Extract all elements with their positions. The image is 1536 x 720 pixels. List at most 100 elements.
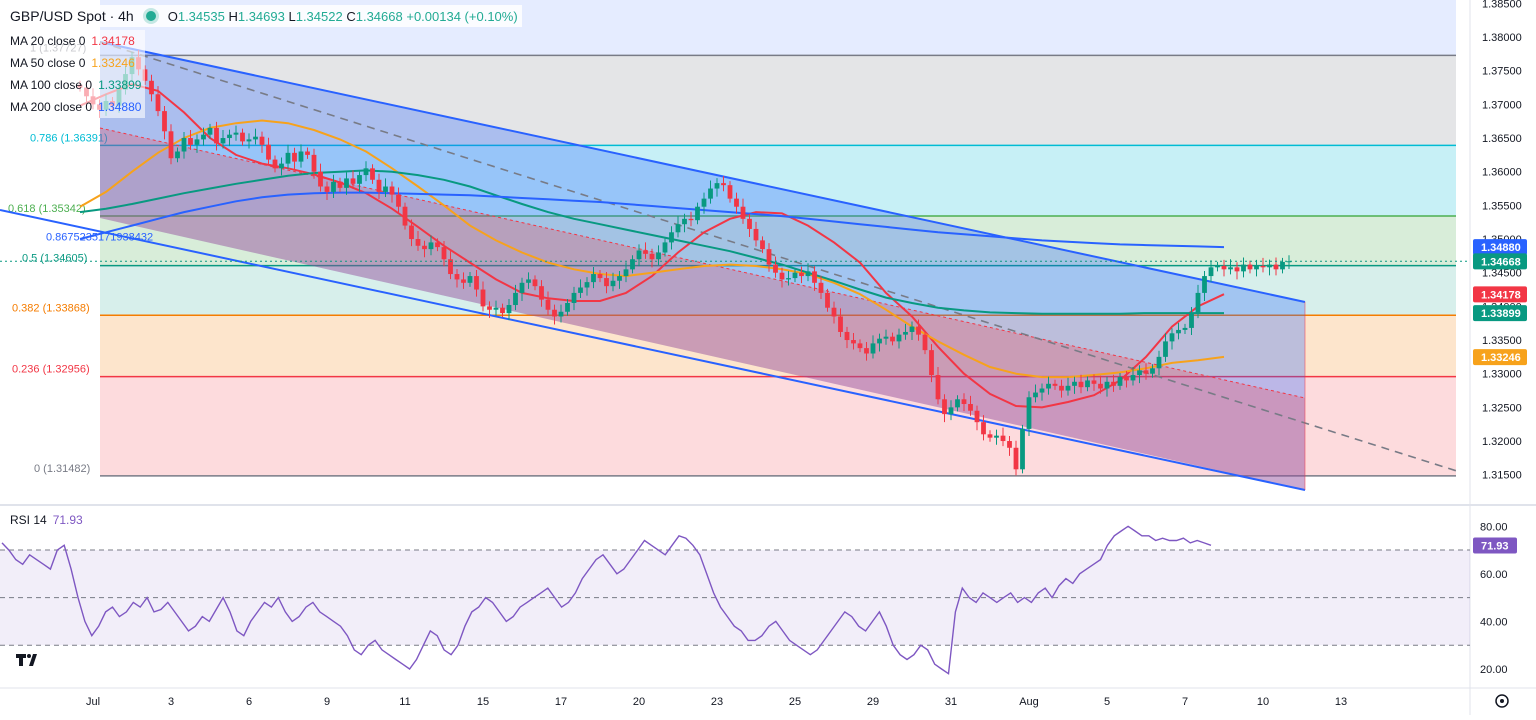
symbol-title[interactable]: GBP/USD Spot · 4h [10,8,134,24]
fib-extra-label: 0.8675235171938432 [46,231,153,243]
candle-body [240,132,245,142]
indicator-value: 1.34178 [91,34,135,48]
candle-body [435,242,440,248]
price-tick-label: 1.33000 [1482,369,1522,381]
fib-zone [100,315,1456,377]
candle-body [1280,261,1285,270]
price-tick-label: 1.38000 [1482,32,1522,44]
candle-body [311,154,317,172]
candle-body [1169,333,1175,342]
price-badge-value: 1.33899 [1481,308,1521,320]
candle-body [1124,377,1129,381]
candle-body [727,185,733,199]
candle-body [1286,261,1292,263]
channel-upper-line [99,41,1306,303]
candle-body [357,175,362,184]
candle-body [500,307,505,314]
candle-body [1247,264,1253,270]
rsi-header[interactable]: RSI 14 71.93 [10,513,83,527]
indicator-ma20[interactable]: MA 20 close 0 1.34178 [6,30,146,52]
candle-body [207,127,213,135]
candle-body [194,139,200,145]
candle-body [799,272,804,277]
price-badge-bg [1473,239,1527,256]
time-tick-label: 11 [399,696,410,708]
rsi-value: 71.93 [52,513,83,527]
candle-body [441,247,447,260]
candle-body [825,292,830,308]
candle-body [630,259,635,270]
candle-body [864,348,869,354]
candle-body [480,289,486,307]
candle-body [1254,265,1259,270]
candle-body [747,218,752,229]
candle-body [714,183,720,189]
candle-body [409,225,414,240]
time-tick-label: 25 [789,696,801,708]
candle-body [1234,267,1240,272]
rsi-label: RSI 14 [10,513,47,527]
candle-body [942,399,947,415]
price-badge: 1.34178 [1473,286,1527,303]
candle-body [1130,375,1136,381]
candle-body [506,305,512,314]
candle-body [1059,385,1064,391]
fib-zone [100,376,1456,476]
indicator-ma200[interactable]: MA 200 close 0 1.34880 [6,96,146,118]
indicator-legend: MA 20 close 0 1.34178 MA 50 close 0 1.3324… [6,30,146,118]
time-tick-label: Aug [1019,696,1039,708]
fib-label: 0.5 (1.34605) [22,253,87,265]
candle-body [1208,267,1214,277]
price-badge-value: 1.34178 [1481,289,1521,301]
time-tick-label: 23 [711,696,723,708]
candle-body [1052,383,1058,386]
candle-body [461,279,466,283]
candle-body [916,326,921,335]
candle-body [734,198,739,207]
candle-body [201,134,206,140]
candle-body [805,271,811,277]
indicator-ma100[interactable]: MA 100 close 0 1.33899 [6,74,146,96]
candle-body [766,249,772,265]
candle-body [701,198,707,207]
candle-body [344,178,349,188]
candle-body [1013,447,1019,470]
candle-body [1026,397,1032,429]
candle-body [1085,380,1090,388]
candle-body [1221,265,1227,270]
rsi-tick-label: 80.00 [1480,521,1508,533]
candle-body [1260,265,1266,268]
indicator-value: 1.34880 [98,100,142,114]
candle-body [233,132,239,135]
tradingview-logo-icon[interactable] [14,650,44,670]
candle-body [539,286,544,300]
indicator-ma50[interactable]: MA 50 close 0 1.33246 [6,52,146,74]
candle-body [812,271,817,283]
price-tick-label: 1.35500 [1482,200,1522,212]
candle-body [188,138,193,145]
candle-body [558,311,564,317]
candle-body [708,188,713,199]
change-value: +0.00134 (+0.10%) [406,8,518,24]
close-label: C [346,8,356,24]
candle-body [493,307,499,310]
candle-body [227,134,232,139]
candle-body [370,168,375,180]
time-tick-label: 17 [555,696,567,708]
candle-body [337,181,343,188]
candle-body [974,410,980,423]
settings-gear-icon[interactable] [1495,694,1509,708]
candle-body [695,206,700,221]
fib-label: 0.236 (1.32956) [12,364,90,376]
candle-body [890,336,895,342]
candle-body [422,245,427,250]
candle-body [773,264,778,273]
candle-body [1143,370,1149,374]
candle-body [675,224,681,233]
candle-body [1241,264,1246,272]
candle-body [1137,370,1142,376]
candle-body [474,276,479,290]
time-tick-label: 29 [867,696,879,708]
